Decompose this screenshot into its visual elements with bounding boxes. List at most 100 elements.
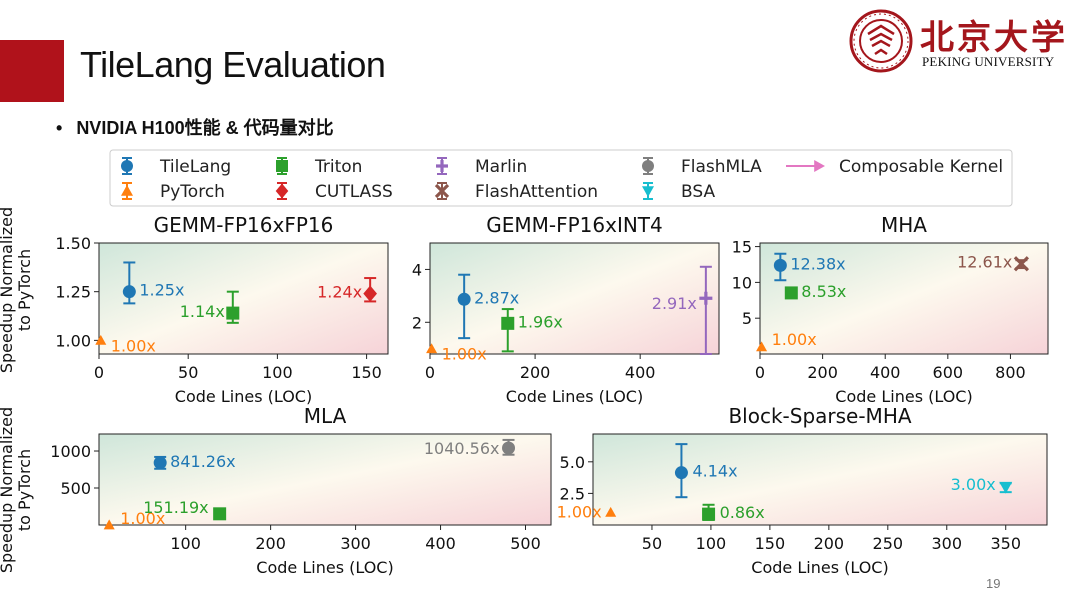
data-point-triton: 0.86x <box>702 503 765 522</box>
legend-item-bsa: BSA <box>642 182 715 202</box>
marker-flashmla <box>502 441 516 455</box>
x-tick-label: 200 <box>814 534 845 553</box>
y-tick-label: 2 <box>412 313 422 332</box>
marker-triton <box>784 286 798 300</box>
x-tick-label: 0 <box>425 363 435 382</box>
legend-label: BSA <box>681 182 715 202</box>
data-point-tilelang: 2.87x <box>457 273 519 340</box>
marker-tilelang <box>153 456 167 470</box>
data-point-flashmla: 1040.56x <box>424 438 516 458</box>
chart-panel-1: GEMM-FP16xFP16 Code Lines (LOC) 0 50 100 150 1… <box>55 213 389 406</box>
y-tick-label: 4 <box>412 260 422 279</box>
legend-item-triton: Triton <box>276 157 362 177</box>
x-tick-label: 350 <box>990 534 1021 553</box>
marker-triton <box>213 507 227 521</box>
data-label-flashattention: 12.61x <box>957 253 1012 272</box>
marker-tilelang <box>122 285 136 299</box>
legend-label: PyTorch <box>160 182 225 202</box>
data-point-tilelang: 841.26x <box>153 452 236 471</box>
legend-marker <box>276 160 288 172</box>
legend-marker <box>434 183 450 199</box>
x-tick-label: 400 <box>870 363 901 382</box>
x-tick-label: 100 <box>262 363 293 382</box>
data-label-tilelang: 2.87x <box>474 288 519 307</box>
legend-label: Triton <box>314 157 362 177</box>
x-tick-label: 200 <box>520 363 551 382</box>
legend-marker <box>121 185 133 196</box>
data-point-pytorch: 1.00x <box>103 509 165 530</box>
data-label-pytorch: 1.00x <box>557 502 602 521</box>
x-tick-label: 500 <box>510 534 541 553</box>
page-number: 19 <box>986 576 1001 591</box>
y-tick-label: 5.0 <box>560 453 585 472</box>
y-tick-label: 5 <box>742 309 752 328</box>
legend-marker <box>642 186 654 197</box>
y-label-line2: to PyTorch <box>15 449 34 531</box>
x-tick-label: 200 <box>807 363 838 382</box>
panel-title: MHA <box>881 213 927 237</box>
y-tick-label: 10 <box>732 273 752 292</box>
data-point-pytorch: 1.00x <box>95 334 156 355</box>
x-tick-label: 300 <box>340 534 371 553</box>
x-axis-label: Code Lines (LOC) <box>835 387 972 406</box>
data-point-bsa: 3.00x <box>951 475 1013 494</box>
chart-panel-4: MLA Code Lines (LOC) 100 200 300 400 500 500 100… <box>50 404 552 577</box>
legend-item-cutlass: CUTLASS <box>275 182 393 202</box>
plot-area <box>592 433 1048 526</box>
plot-area <box>98 433 552 526</box>
legend-marker <box>436 160 448 172</box>
x-tick-label: 400 <box>425 534 456 553</box>
x-tick-label: 250 <box>873 534 904 553</box>
x-tick-label: 50 <box>178 363 198 382</box>
marker-pytorch <box>426 343 438 354</box>
data-label-pytorch: 1.00x <box>120 509 165 528</box>
marker-tilelang <box>674 466 688 480</box>
x-tick-label: 150 <box>351 363 382 382</box>
legend-label: FlashMLA <box>681 157 762 177</box>
x-axis-label: Code Lines (LOC) <box>506 387 643 406</box>
data-label-triton: 0.86x <box>720 503 765 522</box>
legend-label: TileLang <box>159 157 231 177</box>
marker-pytorch <box>95 334 107 345</box>
data-label-triton: 151.19x <box>143 498 208 517</box>
y-tick-label: 1.50 <box>55 234 91 253</box>
data-point-tilelang: 1.25x <box>122 261 184 305</box>
marker-triton <box>226 306 240 320</box>
legend-label: CUTLASS <box>315 182 393 202</box>
university-seal-icon <box>849 9 913 73</box>
data-point-flashattention: 12.61x <box>957 253 1030 272</box>
legend-label: Composable Kernel <box>839 157 1003 177</box>
data-label-triton: 1.14x <box>180 302 225 321</box>
panel-title: MLA <box>304 404 347 428</box>
data-point-marlin: 2.91x <box>652 265 713 355</box>
legend-item-flashmla: FlashMLA <box>642 157 762 177</box>
legend-marker <box>121 160 133 172</box>
y-tick-label: 1000 <box>50 442 91 461</box>
legend: TileLang PyTorch Triton CUTLASS Marlin FlashA… <box>109 149 1013 207</box>
data-label-pytorch: 1.00x <box>442 345 487 364</box>
y-tick-label: 1.00 <box>55 331 91 350</box>
marker-tilelang <box>457 292 471 306</box>
title-accent-bar <box>0 40 64 102</box>
x-tick-label: 800 <box>995 363 1026 382</box>
x-axis-label: Code Lines (LOC) <box>256 558 393 577</box>
legend-item-composable-kernel: Composable Kernel <box>786 157 1003 177</box>
data-point-triton: 1.96x <box>501 308 563 353</box>
marker-pytorch <box>605 506 617 517</box>
legend-marker <box>275 183 289 199</box>
legend-item-pytorch: PyTorch <box>121 182 225 202</box>
data-point-cutlass: 1.24x <box>317 277 377 303</box>
x-axis-label: Code Lines (LOC) <box>175 387 312 406</box>
marker-bsa <box>999 481 1013 494</box>
legend-marker <box>642 160 654 172</box>
data-point-pytorch: 1.00x <box>426 343 487 364</box>
x-tick-label: 400 <box>625 363 656 382</box>
y-tick-label: 1.25 <box>55 283 91 302</box>
chart-panel-3: MHA Code Lines (LOC) 0 200 400 600 800 5 10 15 1.0… <box>732 213 1049 406</box>
marker-flashattention <box>1013 256 1030 272</box>
data-label-triton: 1.96x <box>518 312 563 331</box>
x-tick-label: 100 <box>170 534 201 553</box>
data-point-pytorch: 1.00x <box>557 502 617 521</box>
y-label-line2: to PyTorch <box>15 249 34 331</box>
legend-label: FlashAttention <box>475 182 598 202</box>
